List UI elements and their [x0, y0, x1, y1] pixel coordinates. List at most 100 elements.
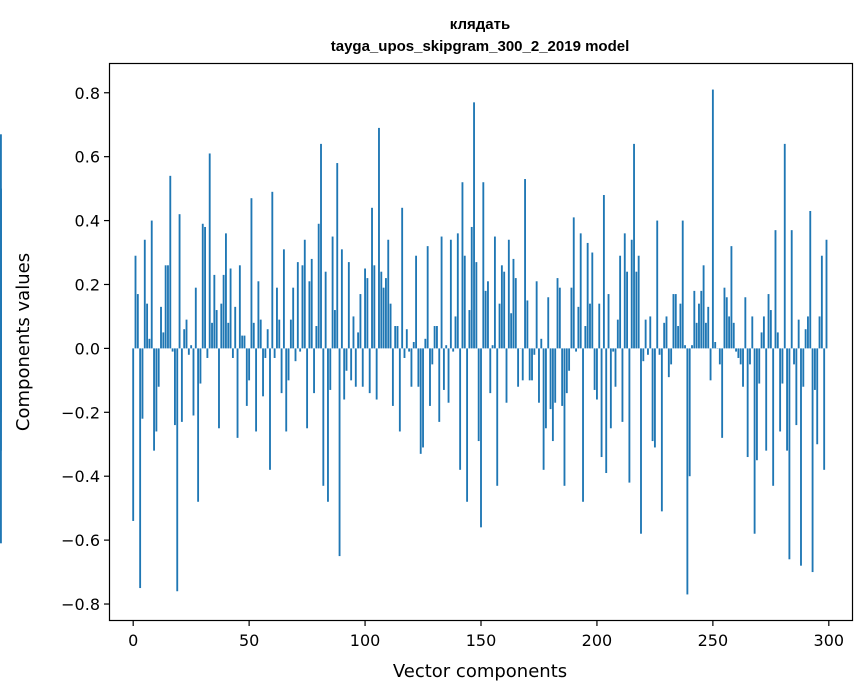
bar-117: [403, 348, 406, 358]
bar-110: [387, 239, 390, 349]
bar-95: [352, 316, 355, 349]
bar-49: [245, 348, 248, 406]
x-tick-label: 250: [698, 631, 729, 650]
bar-296: [818, 316, 821, 349]
bar-186: [563, 348, 566, 486]
bar-17: [171, 348, 174, 352]
bar-273: [765, 348, 768, 451]
bar-238: [684, 345, 686, 349]
bar-34: [211, 322, 213, 349]
bar-104: [373, 265, 376, 349]
bar-38: [220, 303, 223, 349]
bar-101: [366, 278, 369, 349]
bar-154: [489, 348, 492, 394]
bar-199: [593, 348, 596, 390]
bar-125: [422, 348, 424, 448]
bar-267: [751, 316, 754, 349]
bar-74: [303, 239, 306, 349]
bar-92: [345, 348, 348, 371]
bar-93: [347, 262, 350, 349]
bar-251: [714, 342, 717, 349]
bar-263: [742, 348, 744, 387]
y-tick-label: −0.2: [61, 403, 100, 422]
bar-233: [672, 294, 675, 349]
bar-70: [294, 348, 297, 362]
bar-282: [786, 348, 789, 451]
bar-175: [538, 348, 540, 403]
bar-111: [389, 303, 392, 349]
bar-147: [473, 102, 475, 349]
bar-54: [257, 281, 260, 349]
bar-3: [139, 348, 142, 589]
chart-title: клядать: [450, 16, 510, 33]
bar-22: [183, 329, 186, 349]
bar-145: [468, 310, 471, 349]
bar-198: [591, 252, 594, 349]
bar-156: [493, 236, 496, 349]
bar-51: [250, 198, 253, 349]
bar-256: [725, 297, 728, 349]
bar-194: [582, 348, 584, 502]
bar-84: [327, 348, 329, 502]
bar-182: [554, 348, 557, 403]
bar-1: [134, 255, 137, 349]
bar-297: [820, 255, 823, 349]
bar-217: [635, 271, 638, 349]
bar-260: [735, 348, 737, 352]
bar-82: [322, 348, 325, 486]
chart-subtitle: tayga_upos_skipgram_300_2_2019 model: [331, 38, 630, 55]
bar-183: [556, 278, 559, 349]
bar-239: [686, 348, 689, 595]
bar-76: [308, 281, 311, 349]
bar-25: [190, 345, 193, 349]
bar-299: [825, 239, 828, 349]
bar-177: [542, 348, 545, 470]
bar-40: [225, 233, 227, 349]
bar-266: [749, 348, 751, 365]
bar-248: [707, 306, 710, 349]
bar-280: [781, 348, 784, 384]
bar-87: [333, 310, 336, 349]
bar-283: [788, 348, 791, 560]
bar-250: [711, 89, 714, 349]
bar-141: [459, 348, 462, 470]
bar-12: [160, 306, 162, 349]
y-axis-label: Components values: [13, 253, 34, 431]
bar-63: [278, 319, 281, 349]
bar-211: [621, 348, 624, 422]
bar-234: [674, 294, 677, 349]
bar-143: [463, 255, 466, 349]
bar-68: [289, 319, 292, 349]
bar-168: [521, 348, 524, 381]
bar-8: [150, 220, 153, 349]
bar-undefined: [0, 134, 2, 349]
bar-26: [192, 348, 195, 416]
bar-123: [417, 348, 420, 387]
bar-164: [512, 258, 515, 349]
bar-163: [510, 313, 513, 349]
bar-62: [276, 287, 278, 349]
bar-113: [394, 326, 397, 349]
bar-218: [637, 255, 640, 349]
bar-65: [282, 249, 285, 349]
bar-73: [301, 265, 304, 349]
bar-281: [783, 143, 786, 349]
bar-221: [644, 319, 647, 349]
bar-131: [436, 326, 438, 349]
bar-220: [642, 348, 645, 362]
bar-189: [570, 287, 573, 349]
bar-114: [396, 326, 399, 349]
bar-37: [218, 348, 220, 429]
bar-81: [320, 143, 322, 349]
bar-59: [269, 348, 271, 470]
bar-196: [586, 242, 589, 349]
bar-215: [630, 239, 633, 349]
bar-140: [456, 233, 459, 349]
bar-56: [262, 348, 264, 397]
bar-48: [243, 335, 246, 349]
bar-223: [649, 316, 652, 349]
bar-45: [236, 348, 239, 438]
bar-269: [756, 348, 758, 461]
bar-102: [368, 348, 371, 394]
bar-295: [816, 348, 819, 445]
